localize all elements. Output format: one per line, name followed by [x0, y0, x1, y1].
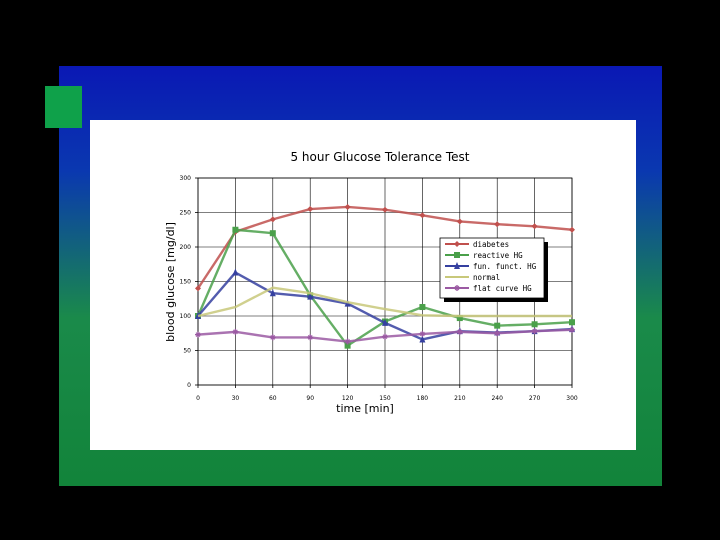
- data-point: [232, 268, 239, 276]
- data-point: [307, 292, 314, 300]
- data-point: [456, 218, 463, 225]
- data-point: [382, 333, 388, 340]
- data-point: [569, 226, 575, 233]
- y-tick-label: 50: [183, 348, 191, 355]
- legend-label: diabetes: [473, 240, 509, 249]
- y-tick-label: 150: [180, 279, 192, 286]
- y-tick-label: 100: [180, 313, 192, 320]
- plot-frame: [197, 177, 573, 386]
- data-point: [531, 328, 538, 335]
- data-point: [569, 319, 575, 326]
- data-point: [269, 216, 276, 223]
- data-point: [494, 221, 501, 228]
- x-tick-label: 60: [269, 395, 277, 402]
- legend-marker: [454, 262, 460, 269]
- legend-label: flat curve HG: [473, 284, 532, 293]
- x-axis-label: time [min]: [336, 402, 394, 415]
- legend-label: reactive HG: [473, 251, 523, 260]
- x-tick-label: 300: [566, 395, 578, 402]
- data-point: [569, 326, 575, 333]
- legend-label: fun. funct. HG: [473, 262, 537, 271]
- data-point: [382, 318, 388, 326]
- x-tick-label: 30: [232, 395, 240, 402]
- data-point: [419, 212, 426, 219]
- marker-stroke: [345, 339, 350, 344]
- marker-stroke: [569, 327, 575, 333]
- data-point: [456, 328, 463, 335]
- marker-stroke: [270, 335, 276, 340]
- x-tick-label: 120: [342, 395, 354, 402]
- y-tick-label: 300: [180, 175, 192, 182]
- chart-title: 5 hour Glucose Tolerance Test: [290, 150, 469, 164]
- data-point: [419, 304, 426, 311]
- y-axis-label: blood glucose [mg/dl]: [164, 222, 177, 342]
- legend-item: fun. funct. HG: [445, 262, 537, 271]
- marker-stroke: [457, 329, 463, 335]
- series-normal: [197, 286, 572, 318]
- data-point: [269, 334, 276, 341]
- data-point: [344, 338, 351, 345]
- legend-marker: [454, 285, 460, 291]
- x-tick-label: 210: [454, 395, 466, 402]
- legend-item: normal: [445, 273, 500, 282]
- data-point: [307, 334, 314, 341]
- data-point: [419, 335, 426, 343]
- y-tick-label: 250: [180, 210, 192, 217]
- series-layer: [195, 203, 575, 349]
- data-point: [307, 206, 314, 213]
- data-point: [344, 342, 351, 349]
- data-point: [269, 230, 276, 237]
- data-point: [232, 328, 239, 335]
- data-point: [344, 203, 351, 210]
- legend-item: flat curve HG: [445, 284, 532, 293]
- data-point: [494, 330, 501, 337]
- series-flat-curve-hg: [195, 326, 575, 345]
- data-point: [382, 206, 388, 213]
- marker-stroke: [307, 335, 313, 340]
- x-tick-label: 240: [491, 395, 503, 402]
- legend-item: reactive HG: [445, 251, 523, 260]
- series-line: [197, 286, 572, 318]
- data-point: [531, 223, 538, 230]
- data-point: [531, 321, 538, 328]
- data-point: [419, 330, 426, 337]
- x-tick-label: 0: [196, 395, 200, 402]
- x-tick-label: 150: [379, 395, 391, 402]
- legend-marker: [454, 252, 460, 258]
- data-point: [494, 322, 501, 329]
- data-point: [195, 331, 201, 338]
- marker-stroke: [195, 332, 201, 337]
- legend-item: diabetes: [445, 240, 509, 249]
- glucose-chart: 0 50 100 150 200 250 300 0 30 60 90 120 150 180 210 240…: [164, 150, 578, 415]
- data-point: [195, 285, 201, 292]
- grid-layer: 0 50 100 150 200 250 300 0 30 60 90 120 150 180 210 240…: [180, 175, 578, 402]
- x-tick-label: 180: [417, 395, 429, 402]
- marker-stroke: [494, 330, 500, 336]
- accent-square: [45, 86, 82, 128]
- marker-stroke: [532, 328, 537, 334]
- legend-label: normal: [473, 273, 500, 282]
- data-point: [269, 289, 276, 297]
- legend: diabetes reactive HG fun. funct. HG normal f…: [439, 237, 548, 302]
- chart-panel: 0 50 100 150 200 250 300 0 30 60 90 120 150 180 210 240…: [90, 120, 636, 450]
- data-point: [456, 315, 463, 322]
- marker-stroke: [382, 334, 388, 340]
- legend-marker: [454, 241, 460, 247]
- x-tick-label: 90: [306, 395, 314, 402]
- marker-stroke: [233, 329, 238, 335]
- data-point: [232, 226, 239, 233]
- x-tick-label: 270: [529, 395, 541, 402]
- y-tick-label: 0: [187, 382, 191, 389]
- marker-stroke: [454, 285, 460, 291]
- marker-stroke: [420, 331, 425, 337]
- y-tick-label: 200: [180, 244, 192, 251]
